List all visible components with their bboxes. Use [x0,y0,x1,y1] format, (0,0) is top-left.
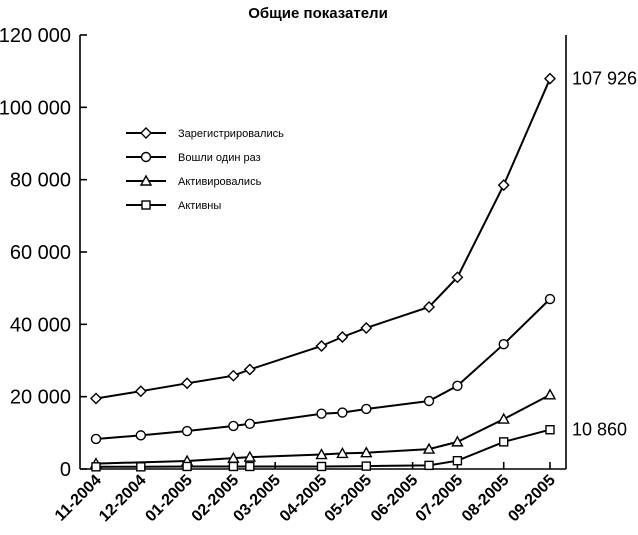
legend-label: Зарегистрировались [178,128,284,140]
data-point [182,461,192,472]
legend-marker [140,127,152,139]
data-point [360,446,373,458]
series-line [95,78,551,400]
data-point [360,321,373,334]
chart-annotations: 107 926 10 860 [572,69,637,440]
data-point [544,293,556,305]
data-point [499,437,509,447]
x-axis-ticks: 11-200412-200401-200502-200503-200504-20… [52,462,559,525]
legend-marker [139,174,153,186]
x-tick-label: 03-2005 [230,472,284,526]
x-tick-label: 01-2005 [142,472,196,526]
y-tick-label: 0 [60,459,71,481]
data-point [423,300,436,313]
x-tick-label: 08-2005 [459,472,513,526]
data-point [243,363,256,376]
data-point [337,407,348,418]
data-point [498,339,509,350]
data-point [544,72,556,85]
data-point [422,442,436,454]
data-point [543,388,557,400]
legend-marker [141,200,151,210]
chart-series [89,72,557,472]
data-point [181,425,193,437]
data-point [336,447,349,459]
data-point [91,462,101,472]
series-3 [89,388,557,469]
x-tick-label: 09-2005 [505,472,559,526]
chart-title: Общие показатели [248,5,388,22]
data-point [423,395,435,407]
legend-label: Активировались [178,176,262,188]
data-point [315,448,328,460]
x-tick-label: 06-2005 [368,472,422,526]
x-tick-label: 07-2005 [413,472,467,526]
series-2 [90,293,556,445]
data-point [228,461,239,472]
legend-item: Вошли один раз [126,151,261,164]
data-point [451,435,464,447]
data-point [245,461,255,472]
data-point [228,420,239,432]
legend-label: Активны [178,200,221,212]
y-tick-label: 20 000 [10,387,71,409]
data-point [181,377,194,390]
data-point [452,455,463,466]
series-1 [90,72,556,405]
x-tick-label: 05-2005 [322,472,376,526]
data-point [424,460,434,471]
y-tick-label: 120 000 [0,25,71,47]
data-point [451,271,464,284]
data-point [243,450,257,462]
series-line [95,298,551,440]
data-point [361,403,372,415]
data-point [452,380,463,392]
chart-legend: Зарегистрировались Вошли один раз Активиро… [126,127,284,212]
data-point [316,408,327,419]
legend-item: Активны [126,200,221,212]
x-tick-label: 04-2005 [277,472,331,526]
legend-label: Вошли один раз [178,152,261,164]
data-point [545,425,555,435]
legend-item: Активировались [126,174,262,188]
data-point [497,179,510,192]
data-point [90,392,102,405]
y-tick-label: 40 000 [10,314,71,336]
y-tick-label: 100 000 [0,97,71,119]
data-label: 107 926 [572,69,637,89]
data-point [135,430,147,441]
data-point [134,385,147,398]
y-tick-label: 60 000 [10,242,71,264]
legend-item: Зарегистрировались [126,127,284,140]
y-axis-ticks: 0 20 000 40 000 60 000 80 000 100 000 120 000 [0,25,87,481]
data-point [315,340,328,353]
data-point [227,369,240,382]
data-point [90,433,102,445]
x-tick-label: 12-2004 [96,472,150,526]
data-point [497,412,510,424]
data-point [244,418,256,429]
data-point [336,331,349,343]
data-point [316,461,327,472]
data-point [136,462,146,472]
data-point [361,461,372,471]
chart-axes [79,35,567,470]
data-label: 10 860 [572,420,627,440]
legend-marker [140,151,152,163]
y-tick-label: 80 000 [10,170,71,192]
series-4 [91,425,555,472]
